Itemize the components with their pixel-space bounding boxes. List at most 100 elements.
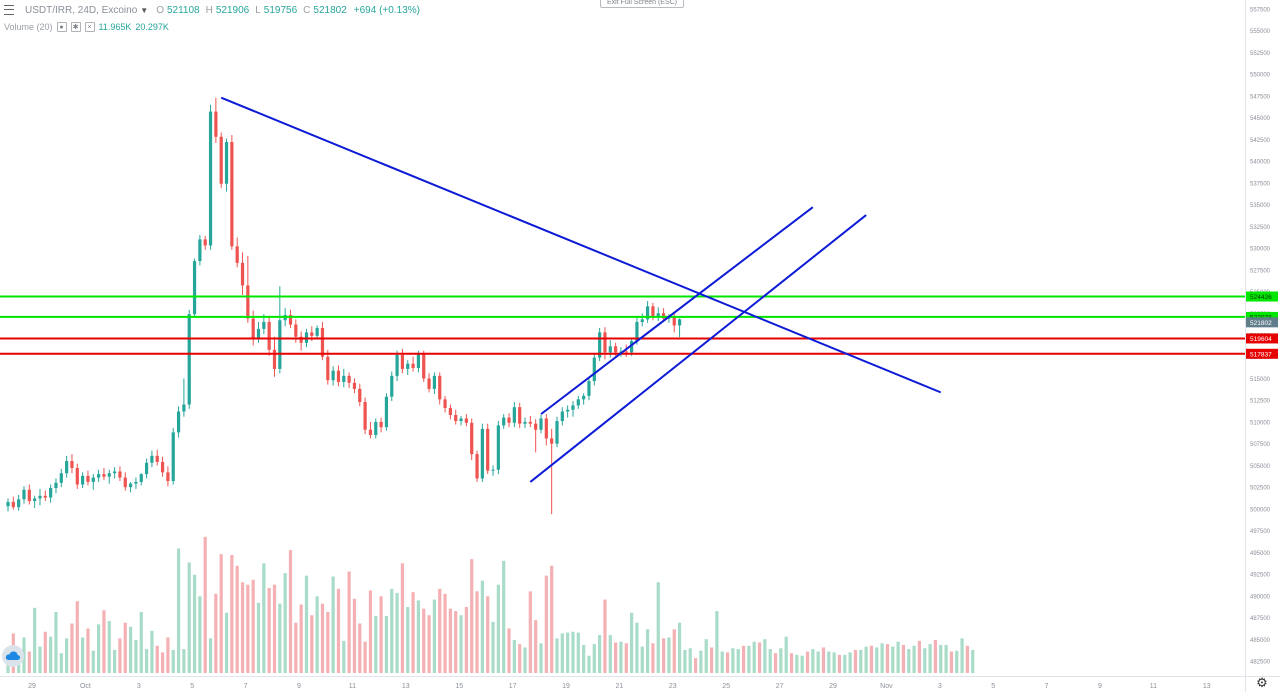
candle-body bbox=[49, 488, 53, 498]
candle-body bbox=[235, 246, 239, 263]
volume-bar bbox=[523, 647, 527, 673]
candle-body bbox=[454, 414, 458, 422]
candle-body bbox=[262, 321, 266, 329]
candle-body bbox=[518, 407, 522, 424]
volume-bar bbox=[454, 611, 458, 673]
volume-bar bbox=[267, 588, 271, 673]
volume-bar bbox=[843, 654, 847, 673]
candle-body bbox=[160, 461, 165, 473]
volume-bar bbox=[848, 652, 852, 673]
candle-body bbox=[534, 423, 538, 430]
volume-bar bbox=[198, 596, 202, 673]
candle-body bbox=[230, 142, 234, 247]
candle-body bbox=[272, 349, 277, 369]
exit-fullscreen-button[interactable]: Exit Full Screen (ESC) bbox=[600, 0, 684, 8]
volume-bar bbox=[411, 592, 415, 673]
volume-bar bbox=[256, 602, 261, 673]
candle-body bbox=[17, 499, 21, 508]
volume-bar bbox=[113, 649, 117, 673]
x-tick-label: 19 bbox=[562, 683, 570, 690]
close-value: 521802 bbox=[313, 4, 347, 16]
volume-bar bbox=[960, 638, 964, 673]
volume-bar bbox=[251, 579, 255, 673]
y-tick-label: 485000 bbox=[1250, 638, 1271, 644]
x-tick-label: 11 bbox=[349, 683, 356, 690]
candle-body bbox=[661, 313, 666, 319]
volume-bar bbox=[816, 651, 820, 673]
candle-body bbox=[422, 354, 426, 379]
candle-body bbox=[544, 418, 548, 439]
volume-bar bbox=[459, 615, 463, 673]
candle-body bbox=[512, 407, 516, 423]
volume-bar bbox=[528, 591, 532, 673]
candle-body bbox=[640, 319, 644, 322]
change-value: +694 (+0.13%) bbox=[353, 4, 420, 16]
volume-bar bbox=[470, 559, 474, 673]
volume-bar bbox=[949, 651, 954, 673]
volume-indicator-name[interactable]: Volume (20) bbox=[4, 22, 53, 32]
candle-body bbox=[107, 473, 111, 477]
y-tick-label: 487500 bbox=[1250, 616, 1271, 622]
volume-bar bbox=[299, 604, 303, 673]
y-tick-label: 550000 bbox=[1250, 73, 1271, 79]
volume-bar bbox=[795, 654, 799, 673]
candle-body bbox=[598, 332, 602, 358]
y-tick-label: 507500 bbox=[1250, 442, 1271, 448]
volume-bar bbox=[176, 548, 181, 673]
candle-body bbox=[336, 370, 341, 382]
candle-body bbox=[448, 408, 452, 415]
candle-body bbox=[11, 501, 15, 508]
candle-body bbox=[400, 354, 405, 369]
candle-body bbox=[246, 285, 250, 319]
x-tick-label: 15 bbox=[455, 683, 463, 690]
volume-bar bbox=[688, 648, 692, 673]
candle-body bbox=[496, 425, 500, 470]
candle-body bbox=[176, 411, 181, 433]
volume-bar bbox=[438, 588, 442, 673]
close-icon[interactable]: × bbox=[84, 22, 95, 32]
volume-bar bbox=[683, 649, 687, 673]
candle-body bbox=[251, 318, 255, 339]
candle-body bbox=[288, 315, 293, 325]
level-price-tag bbox=[1246, 333, 1278, 344]
chevron-down-icon[interactable]: ▼ bbox=[140, 5, 149, 15]
candle-body bbox=[352, 382, 357, 389]
candle-body bbox=[411, 363, 415, 369]
volume-bar bbox=[677, 622, 682, 673]
volume-bar bbox=[784, 636, 788, 673]
x-tick-label: 7 bbox=[1045, 683, 1049, 690]
volume-bar bbox=[667, 637, 671, 673]
volume-bar bbox=[512, 640, 516, 673]
y-tick-label: 545000 bbox=[1250, 116, 1271, 122]
volume-bar bbox=[427, 615, 431, 673]
candle-body bbox=[555, 421, 559, 444]
menu-icon[interactable] bbox=[4, 5, 14, 15]
candle-body bbox=[54, 482, 58, 489]
candle-body bbox=[587, 381, 591, 396]
volume-bar bbox=[102, 610, 106, 673]
gear-icon[interactable]: ⚙ bbox=[1256, 675, 1268, 690]
candle-body bbox=[347, 375, 351, 383]
eye-icon[interactable]: ● bbox=[56, 22, 67, 32]
cloud-icon[interactable] bbox=[2, 645, 24, 667]
volume-bar bbox=[875, 647, 879, 673]
volume-bar bbox=[208, 638, 213, 673]
candle-body bbox=[182, 404, 186, 412]
candle-body bbox=[406, 363, 410, 369]
volume-bar bbox=[773, 653, 778, 673]
volume-bar bbox=[853, 649, 858, 673]
volume-bar bbox=[917, 640, 922, 673]
gear-icon[interactable]: ✱ bbox=[70, 22, 81, 32]
volume-bar bbox=[507, 628, 511, 673]
y-tick-label: 512500 bbox=[1250, 399, 1271, 405]
candle-body bbox=[128, 483, 133, 488]
volume-bar bbox=[619, 641, 623, 673]
candle-body bbox=[331, 370, 335, 381]
volume-bar bbox=[246, 584, 250, 673]
symbol-name[interactable]: USDT/IRR, 24D, Excoino bbox=[25, 4, 138, 16]
volume-bar bbox=[805, 651, 810, 673]
low-label: L bbox=[255, 4, 261, 16]
candle-body bbox=[576, 399, 580, 406]
candle-body bbox=[208, 111, 213, 246]
